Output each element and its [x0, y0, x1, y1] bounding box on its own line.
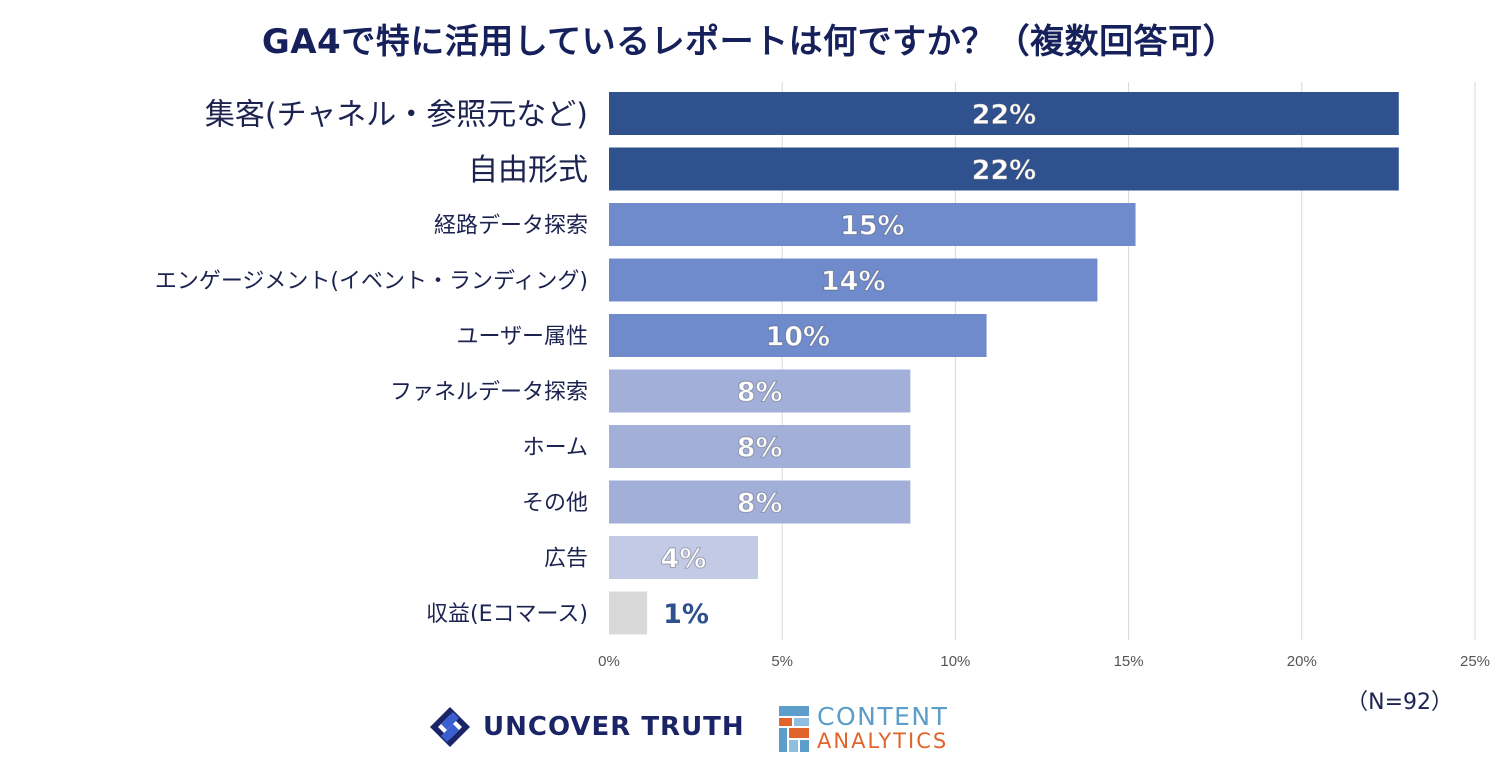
content-analytics-logo: CONTENT ANALYTICS [779, 704, 948, 754]
bars: 22% 22% 15% 14% 10% 8% 8% 8% 4% 1% [609, 92, 1399, 635]
data-label: 8% [737, 488, 783, 519]
x-tick-label: 15% [1114, 653, 1144, 670]
category-label: エンゲージメント(イベント・ランディング) [155, 269, 588, 294]
data-label: 4% [661, 544, 707, 575]
bar [609, 480, 911, 524]
data-label: 1% [663, 599, 709, 630]
x-axis-ticks: 0% 5% 10% 15% 20% 25% [598, 653, 1490, 670]
category-label: 自由形式 [468, 153, 588, 188]
bar [609, 536, 758, 579]
chart-title: GA4で特に活用しているレポートは何ですか？（複数回答可） [261, 22, 1238, 62]
content-wordmark: CONTENT [817, 702, 949, 731]
category-label: 集客(チャネル・参照元など) [205, 98, 588, 133]
data-label: 14% [821, 266, 886, 297]
data-label: 15% [840, 211, 905, 242]
bar [609, 314, 987, 357]
uncover-truth-wordmark: UNCOVER TRUTH [483, 712, 745, 742]
uncover-truth-logo-icon [430, 707, 470, 747]
data-label: 8% [737, 433, 783, 464]
data-label: 22% [972, 155, 1037, 186]
bar [609, 258, 1098, 302]
category-label: 広告 [544, 547, 588, 572]
bar [609, 147, 1399, 191]
x-tick-label: 10% [940, 653, 970, 670]
category-labels: 集客(チャネル・参照元など) 自由形式経路データ探索エンゲージメント(イベント・ラ… [155, 98, 588, 628]
category-label: その他 [522, 491, 588, 516]
category-label: ホーム [523, 436, 588, 461]
category-label: 収益(Eコマース) [426, 602, 588, 627]
category-label: ユーザー属性 [456, 325, 588, 350]
uncover-truth-logo: UNCOVER TRUTH [427, 704, 745, 750]
data-label: 10% [765, 322, 830, 353]
data-label: 8% [737, 377, 783, 408]
sample-size-note: （N=92） [1346, 690, 1453, 715]
x-tick-label: 0% [598, 653, 620, 670]
x-tick-label: 5% [771, 653, 793, 670]
category-label: ファネルデータ探索 [390, 380, 588, 405]
content-analytics-logo-icon [779, 706, 809, 752]
x-tick-label: 25% [1460, 653, 1490, 670]
bar [609, 92, 1399, 135]
data-label: 22% [972, 100, 1037, 131]
bar [609, 591, 648, 635]
bar [609, 369, 911, 413]
x-tick-label: 20% [1287, 653, 1317, 670]
analytics-wordmark: ANALYTICS [817, 729, 949, 753]
bar-chart: 22% 22% 15% 14% 10% 8% 8% 8% 4% 1% 集客(チャネル・参照元など)… [155, 82, 1490, 670]
category-label: 経路データ探索 [434, 214, 588, 239]
bar [609, 425, 911, 468]
bar [609, 203, 1136, 246]
